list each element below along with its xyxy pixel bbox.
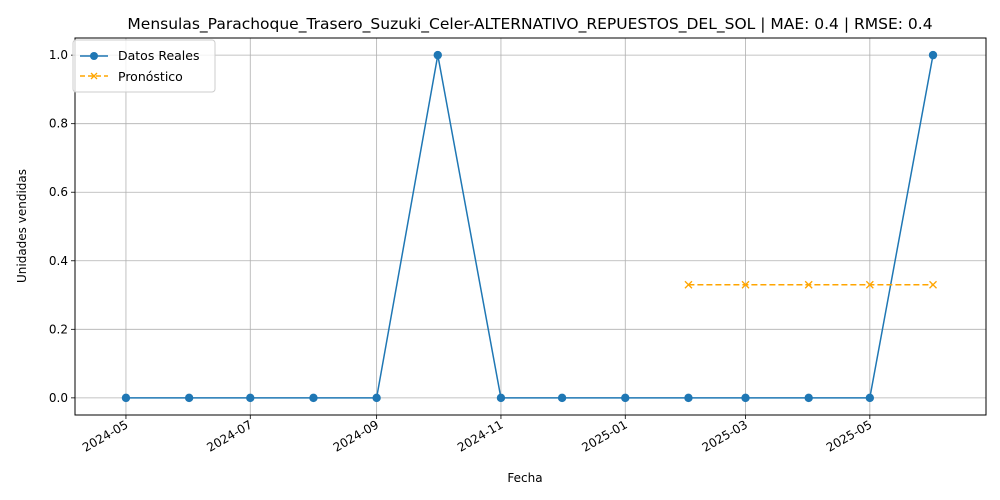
data-point — [309, 393, 318, 403]
data-point — [496, 393, 506, 403]
x-tick-label: 2024-09 — [331, 417, 381, 454]
data-point — [372, 393, 381, 403]
data-point — [804, 280, 813, 289]
legend-marker-forecast — [90, 72, 98, 80]
series-group — [121, 50, 938, 403]
x-tick-label: 2024-07 — [204, 417, 254, 454]
data-point — [928, 50, 938, 60]
data-point — [929, 280, 937, 289]
legend-box — [72, 39, 216, 93]
data-point — [557, 393, 567, 403]
plot-frame — [74, 37, 987, 416]
legend-label-actual: Datos Reales — [118, 48, 199, 63]
series-line-0 — [126, 54, 934, 399]
data-point — [184, 393, 194, 403]
y-axis-label: Unidades vendidas — [15, 169, 29, 283]
x-tick-label: 2025-01 — [579, 417, 629, 454]
data-point — [684, 393, 693, 403]
data-point — [741, 280, 750, 289]
data-point — [246, 393, 255, 403]
legend-label-forecast: Pronóstico — [118, 69, 183, 84]
y-tick-label: 0.2 — [49, 322, 68, 336]
y-axis: 0.0 0.2 0.4 0.6 0.8 1.0 — [49, 48, 75, 405]
data-point — [865, 393, 875, 403]
y-tick-label: 0.4 — [49, 254, 68, 268]
data-point — [865, 280, 874, 289]
x-axis-label: Fecha — [507, 471, 542, 485]
y-tick-label: 1.0 — [49, 48, 68, 62]
x-axis: 2024-05 2024-07 2024-09 2024-11 2025-01 2025-… — [80, 415, 874, 455]
data-point — [621, 393, 630, 403]
data-point — [804, 393, 813, 403]
legend: Datos Reales Pronóstico — [72, 39, 216, 93]
chart-title: Mensulas_Parachoque_Trasero_Suzuki_Celer… — [127, 15, 932, 34]
y-tick-label: 0.8 — [49, 117, 68, 131]
data-point — [433, 50, 442, 60]
y-tick-label: 0.6 — [49, 185, 68, 199]
data-point — [741, 393, 750, 403]
data-point — [684, 280, 693, 289]
x-tick-label: 2024-11 — [455, 417, 505, 454]
x-tick-label: 2025-03 — [700, 417, 750, 454]
grid — [75, 38, 986, 415]
x-tick-label: 2025-05 — [824, 417, 874, 454]
legend-marker-actual — [90, 52, 98, 60]
x-tick-label: 2024-05 — [80, 417, 130, 454]
y-tick-label: 0.0 — [49, 391, 68, 405]
data-point — [121, 393, 131, 403]
